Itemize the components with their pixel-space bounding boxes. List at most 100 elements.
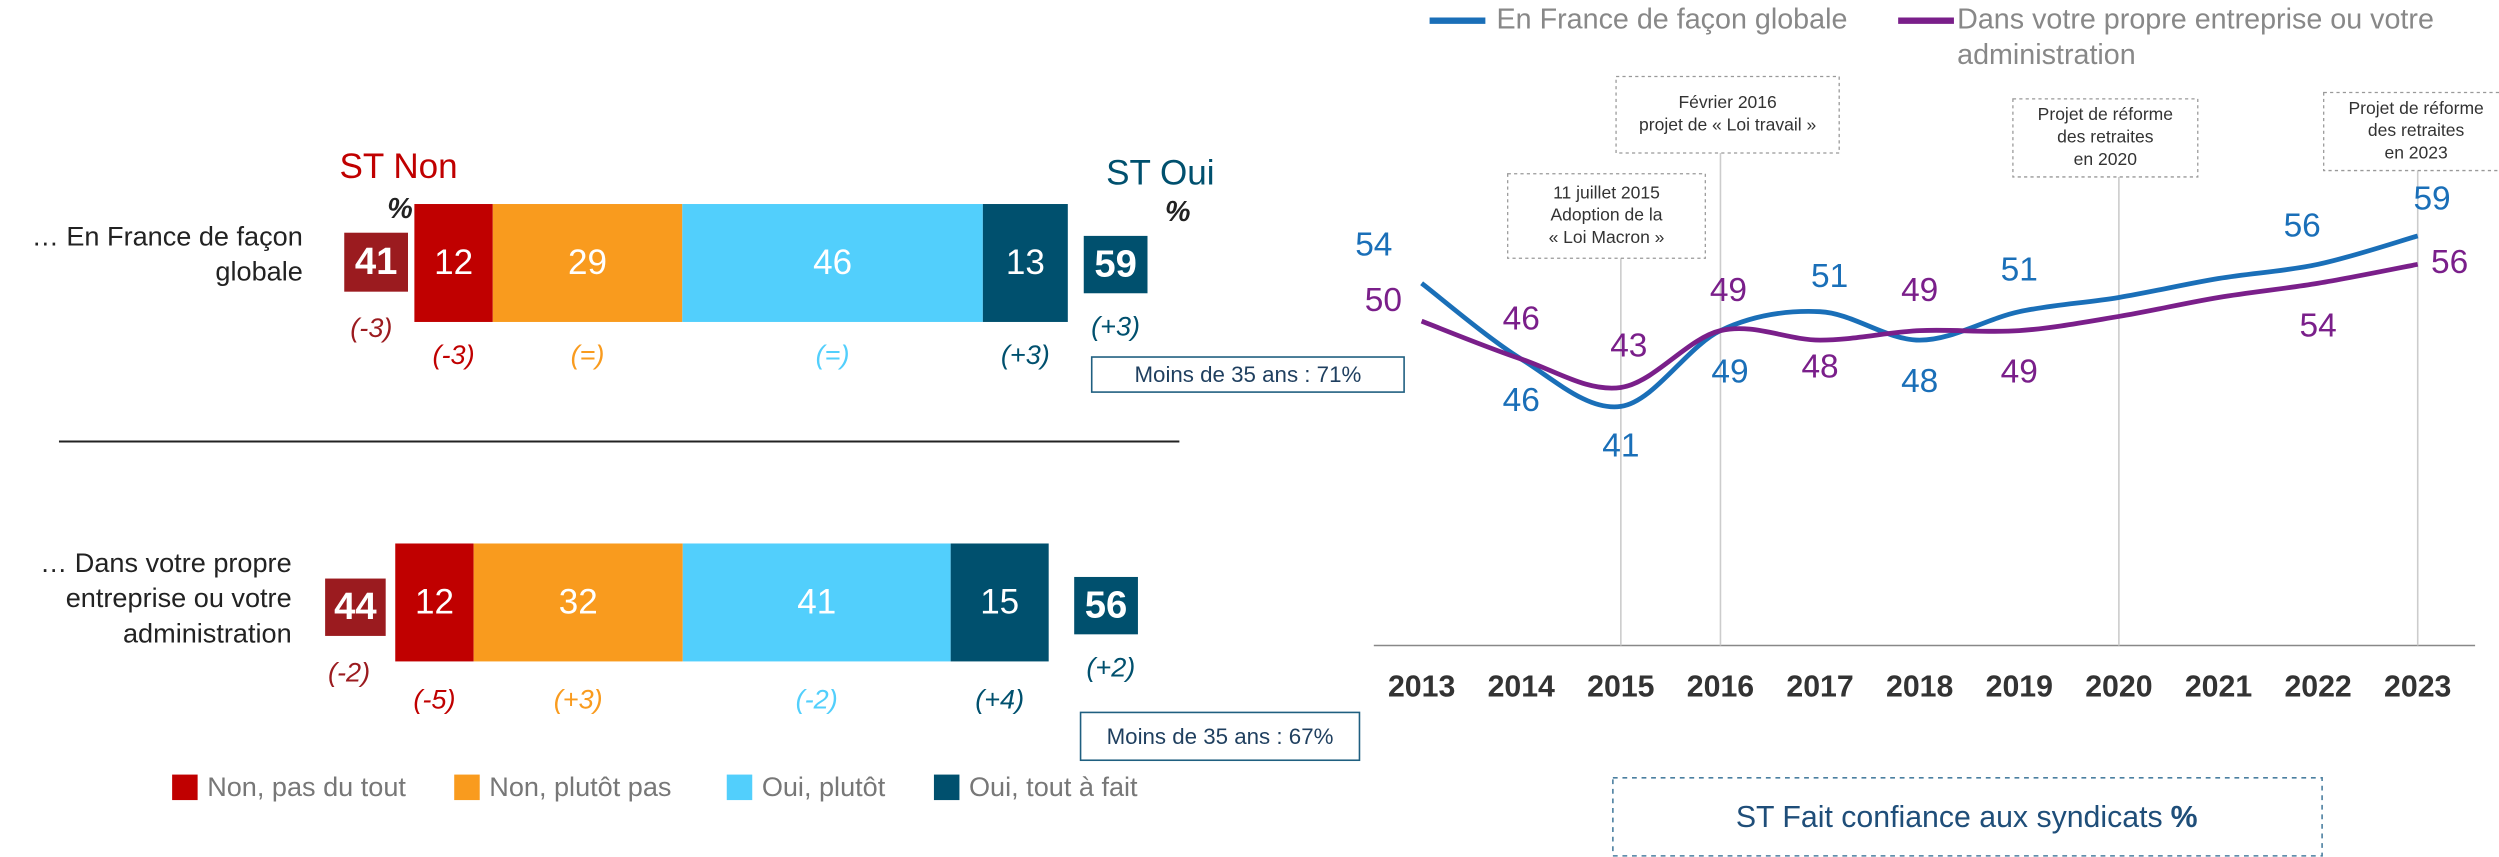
legend-label: Oui, plutôt bbox=[762, 771, 886, 802]
annotation-text: Février 2016 bbox=[1678, 92, 1776, 112]
segment-label: 46 bbox=[813, 243, 852, 282]
legend-label-box: En France de façon globale bbox=[1496, 3, 1848, 36]
segment-label: 41 bbox=[797, 582, 836, 621]
data-label: 49 bbox=[1711, 354, 1748, 391]
legend-swatch bbox=[454, 774, 480, 801]
data-label: 56 bbox=[2431, 244, 2468, 281]
legend-swatch bbox=[933, 774, 960, 801]
st-non-unit: % bbox=[387, 193, 412, 225]
note: Moins de 35 ans : 71% bbox=[1134, 362, 1361, 387]
x-tick-label: 2022 bbox=[2284, 671, 2351, 704]
st-non-header: ST Non bbox=[339, 147, 457, 186]
segment-label: 32 bbox=[559, 582, 598, 621]
segment-change: (+4) bbox=[975, 683, 1024, 714]
data-label: 54 bbox=[2300, 308, 2337, 345]
segment-label: 13 bbox=[1006, 243, 1045, 282]
annotation-box bbox=[2012, 98, 2199, 178]
data-label: 50 bbox=[1365, 282, 1402, 319]
note-box bbox=[1079, 711, 1361, 762]
legend-label: Dans votre propre entreprise ou votre ad… bbox=[1957, 3, 2434, 71]
annotation-box bbox=[2323, 91, 2499, 172]
segment-change: (-3) bbox=[433, 339, 475, 370]
footnote-box bbox=[1612, 776, 2323, 857]
st-non-total: 41 bbox=[355, 240, 398, 283]
data-label: 59 bbox=[2413, 181, 2450, 218]
x-tick-label: 2017 bbox=[1786, 671, 1853, 704]
segment-change: (+3) bbox=[1001, 339, 1050, 370]
legend-label: Non, pas du tout bbox=[207, 771, 406, 802]
category-label: … Dans votre propre entreprise ou votre … bbox=[40, 548, 292, 649]
category-label-box: … Dans votre propre entreprise ou votre … bbox=[40, 548, 292, 649]
annotation-box bbox=[1615, 75, 1840, 154]
data-label: 48 bbox=[1901, 363, 1938, 400]
st-oui-box bbox=[1083, 235, 1148, 294]
st-oui-total: 59 bbox=[1094, 242, 1137, 285]
segment-label: 29 bbox=[568, 243, 607, 282]
footnote-unit: % bbox=[2171, 801, 2198, 834]
segment-label: 12 bbox=[434, 243, 473, 282]
data-label: 56 bbox=[2284, 208, 2321, 245]
x-tick-label: 2018 bbox=[1886, 671, 1953, 704]
segment-label: 15 bbox=[980, 582, 1019, 621]
annotation-text: Adoption de la bbox=[1551, 205, 1663, 225]
st-oui-change: (+3) bbox=[1091, 310, 1140, 341]
segment-change: (-2) bbox=[796, 683, 838, 714]
bar-segment bbox=[414, 204, 493, 322]
annotation-box bbox=[1507, 173, 1706, 259]
st-non-total: 44 bbox=[334, 585, 377, 628]
annotation-text: des retraites bbox=[2057, 127, 2154, 147]
bar-segment bbox=[682, 204, 983, 322]
data-label: 41 bbox=[1602, 428, 1639, 465]
bar-segment bbox=[982, 204, 1068, 322]
st-non-change: (-2) bbox=[328, 656, 370, 687]
segment-change: (+3) bbox=[554, 683, 603, 714]
st-oui-total: 56 bbox=[1085, 583, 1128, 626]
segment-change: (=) bbox=[571, 339, 605, 370]
annotation-text: projet de « Loi travail » bbox=[1639, 115, 1816, 135]
x-tick-label: 2015 bbox=[1587, 671, 1654, 704]
x-tick-label: 2016 bbox=[1687, 671, 1754, 704]
legend-swatch bbox=[726, 774, 753, 801]
bar-segment bbox=[395, 543, 474, 662]
data-label: 54 bbox=[1355, 226, 1392, 263]
category-label: … En France de façon globale bbox=[31, 221, 303, 287]
data-label: 51 bbox=[2001, 252, 2038, 289]
segment-change: (=) bbox=[816, 339, 850, 370]
st-non-box bbox=[344, 232, 408, 292]
segment-label: 12 bbox=[415, 582, 454, 621]
st-non-change: (-3) bbox=[350, 312, 392, 343]
annotation-text: en 2020 bbox=[2074, 149, 2138, 169]
category-label-box: … En France de façon globale bbox=[31, 221, 303, 287]
annotation-text: Projet de réforme bbox=[2348, 98, 2483, 118]
note: Moins de 35 ans : 67% bbox=[1107, 724, 1334, 749]
st-oui-box bbox=[1074, 576, 1138, 635]
data-label: 43 bbox=[1610, 327, 1647, 364]
x-tick-label: 2023 bbox=[2384, 671, 2451, 704]
line-series bbox=[1420, 233, 2419, 410]
annotation-text: « Loi Macron » bbox=[1549, 227, 1665, 247]
bar-segment bbox=[950, 543, 1049, 662]
data-label: 46 bbox=[1503, 382, 1540, 419]
annotation-text: Projet de réforme bbox=[2038, 104, 2173, 124]
data-label: 46 bbox=[1503, 301, 1540, 338]
x-tick-label: 2021 bbox=[2185, 671, 2252, 704]
data-label: 49 bbox=[1710, 272, 1747, 309]
bar-segment bbox=[473, 543, 683, 662]
segment-change: (-5) bbox=[413, 683, 455, 714]
data-label: 48 bbox=[1801, 349, 1838, 386]
line-series bbox=[1420, 261, 2419, 391]
bar-segment bbox=[492, 204, 683, 322]
data-label: 49 bbox=[2001, 354, 2038, 391]
x-tick-label: 2014 bbox=[1488, 671, 1555, 704]
x-tick-label: 2019 bbox=[1986, 671, 2053, 704]
footnote: ST Fait confiance aux syndicats% bbox=[1736, 801, 2198, 834]
x-tick-label: 2013 bbox=[1388, 671, 1455, 704]
annotation-text: des retraites bbox=[2368, 120, 2465, 140]
legend-label: En France de façon globale bbox=[1496, 3, 1848, 36]
legend-label: Oui, tout à fait bbox=[969, 771, 1138, 802]
st-oui-change: (+2) bbox=[1086, 652, 1135, 683]
data-label: 49 bbox=[1901, 272, 1938, 309]
annotation-text: en 2023 bbox=[2384, 142, 2447, 162]
legend-label: Non, plutôt pas bbox=[489, 771, 671, 802]
